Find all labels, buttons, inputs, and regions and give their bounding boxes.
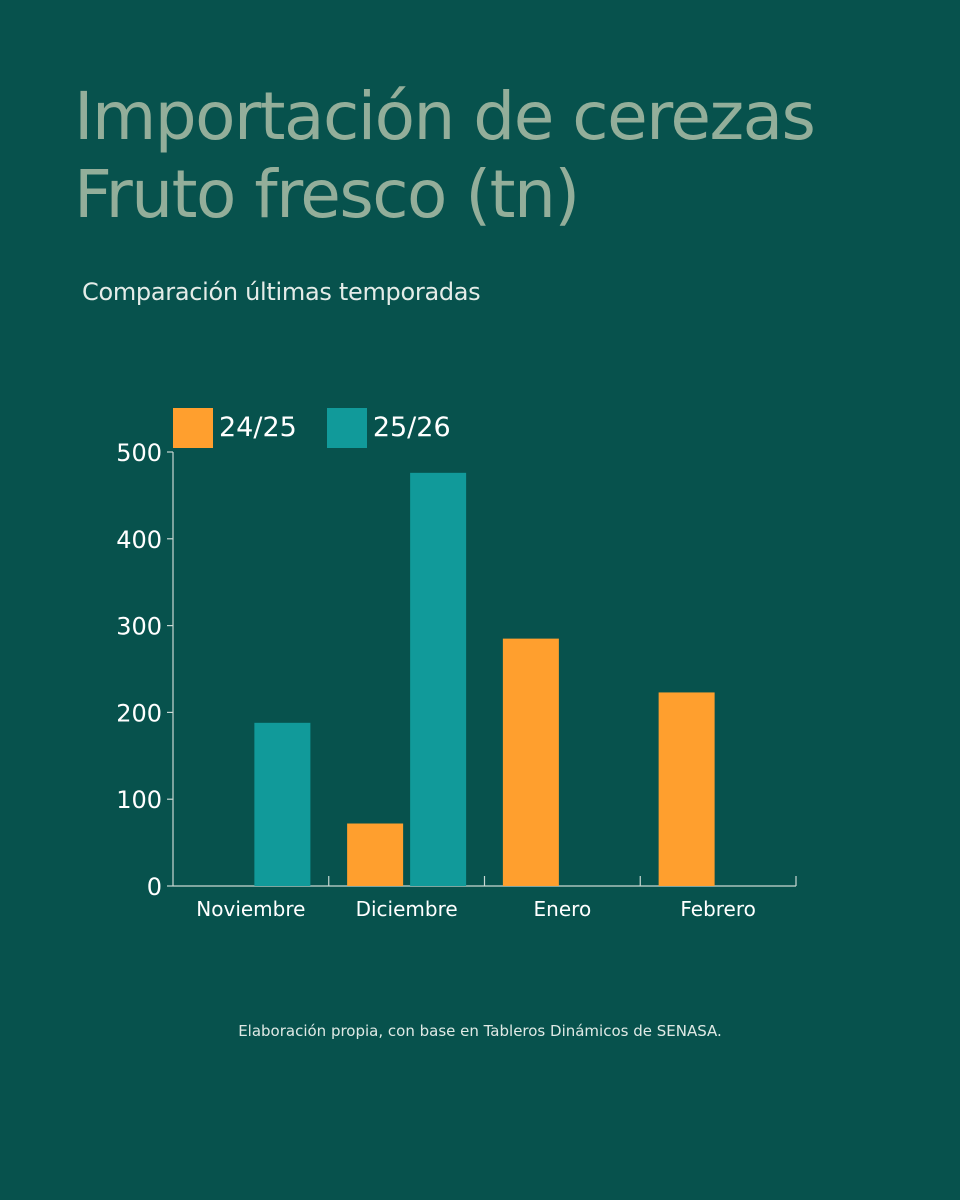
chart-title: Importación de cerezas Fruto fresco (tn) — [74, 78, 816, 234]
y-tick-label: 500 — [116, 439, 162, 467]
y-tick-label: 300 — [116, 613, 162, 641]
chart-subtitle: Comparación últimas temporadas — [82, 278, 481, 306]
bar-24-25-diciembre — [347, 823, 404, 886]
legend-item-25-26: 25/26 — [326, 408, 451, 448]
bar-25-26-noviembre — [254, 722, 311, 886]
legend-label-25-26: 25/26 — [372, 412, 451, 443]
legend-label-24-25: 24/25 — [219, 412, 297, 443]
chart-title-line-1: Importación de cerezas — [74, 78, 816, 155]
legend-item-24-25: 24/25 — [173, 408, 297, 448]
legend-swatch-25-26 — [326, 408, 367, 448]
y-tick-label: 400 — [116, 526, 162, 554]
chart-title-line-2: Fruto fresco (tn) — [74, 156, 580, 233]
x-tick-label: Enero — [534, 897, 592, 921]
source-note: Elaboración propia, con base en Tableros… — [238, 1022, 722, 1040]
chart-legend: 24/25 25/26 — [173, 408, 481, 448]
y-tick-label: 0 — [147, 873, 162, 901]
x-tick-label: Noviembre — [196, 897, 305, 921]
legend-swatch-24-25 — [173, 408, 213, 448]
bar-24-25-febrero — [658, 692, 715, 886]
x-tick-label: Diciembre — [356, 897, 458, 921]
y-tick-label: 100 — [116, 786, 162, 814]
bar-25-26-diciembre — [410, 472, 467, 886]
x-tick-label: Febrero — [680, 897, 756, 921]
bar-24-25-enero — [502, 638, 559, 886]
y-tick-label: 200 — [116, 699, 162, 727]
